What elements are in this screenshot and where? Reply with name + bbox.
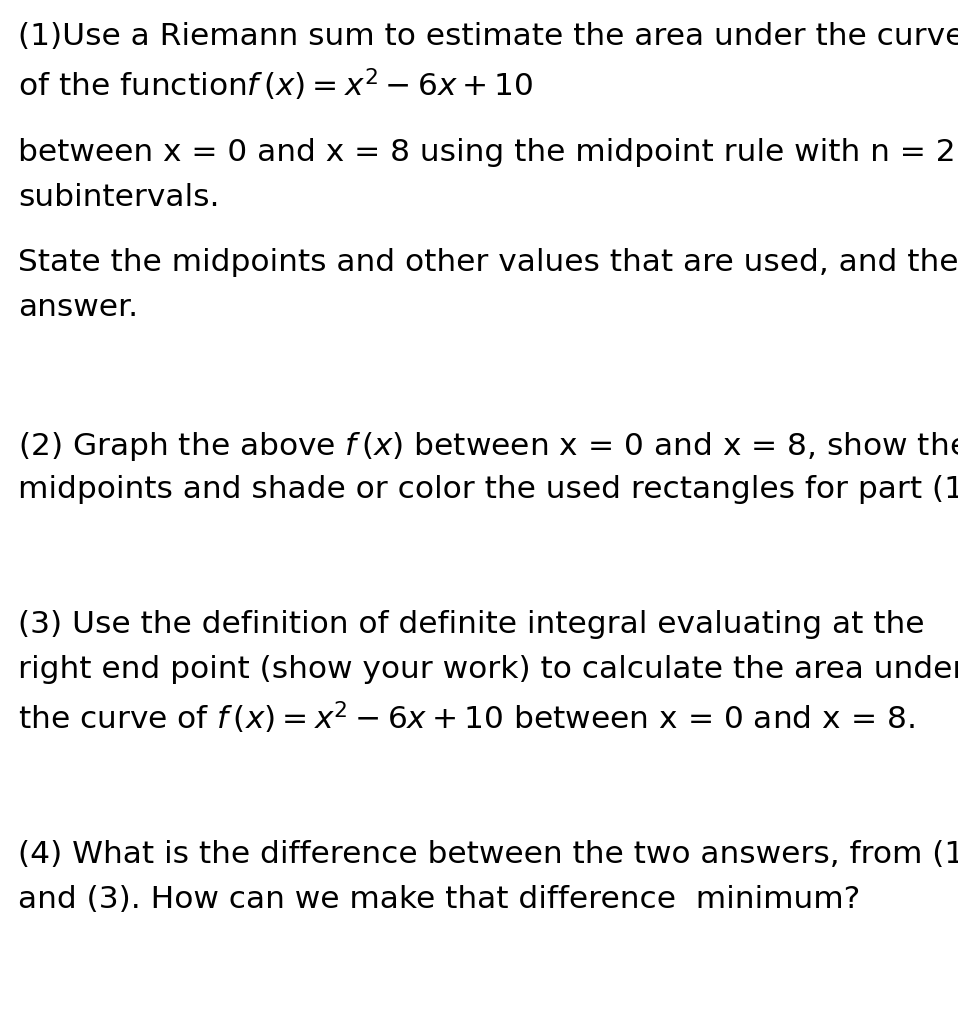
Text: midpoints and shade or color the used rectangles for part (1).: midpoints and shade or color the used re… (18, 475, 958, 504)
Text: between x = 0 and x = 8 using the midpoint rule with n = 2: between x = 0 and x = 8 using the midpoi… (18, 138, 956, 167)
Text: right end point (show your work) to calculate the area under: right end point (show your work) to calc… (18, 655, 958, 684)
Text: (4) What is the difference between the two answers, from (1): (4) What is the difference between the t… (18, 840, 958, 869)
Text: State the midpoints and other values that are used, and the: State the midpoints and other values tha… (18, 248, 958, 278)
Text: (1)Use a Riemann sum to estimate the area under the curve: (1)Use a Riemann sum to estimate the are… (18, 22, 958, 51)
Text: answer.: answer. (18, 293, 138, 322)
Text: and (3). How can we make that difference  minimum?: and (3). How can we make that difference… (18, 885, 860, 914)
Text: (2) Graph the above $f\,(x)$ between x = 0 and x = 8, show the: (2) Graph the above $f\,(x)$ between x =… (18, 430, 958, 463)
Text: subintervals.: subintervals. (18, 183, 219, 212)
Text: the curve of $f\,(x) = x^2 - 6x + 10$ between x = 0 and x = 8.: the curve of $f\,(x) = x^2 - 6x + 10$ be… (18, 700, 915, 736)
Text: of the function$f\,(x) = x^2 - 6x + 10$: of the function$f\,(x) = x^2 - 6x + 10$ (18, 67, 534, 103)
Text: (3) Use the definition of definite integral evaluating at the: (3) Use the definition of definite integ… (18, 610, 924, 639)
